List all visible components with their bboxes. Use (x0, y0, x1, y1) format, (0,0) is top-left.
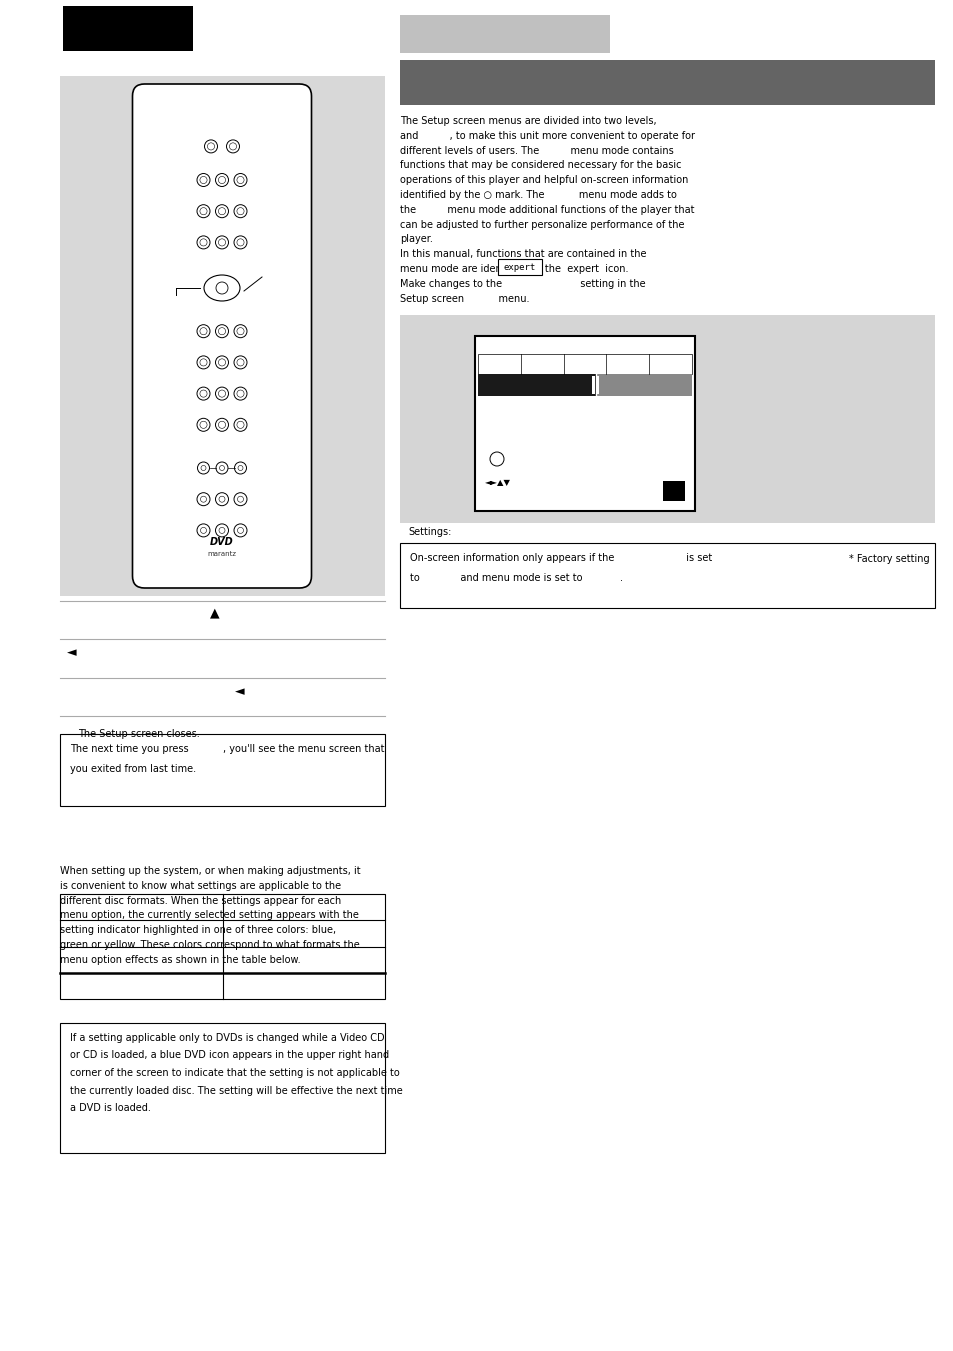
Text: setting indicator highlighted in one of three colors: blue,: setting indicator highlighted in one of … (60, 925, 335, 935)
Text: player.: player. (399, 235, 433, 245)
Text: ▲: ▲ (210, 607, 219, 620)
Bar (497, 259, 541, 276)
Text: functions that may be considered necessary for the basic: functions that may be considered necessa… (399, 161, 680, 170)
Ellipse shape (204, 276, 240, 301)
Text: On-screen information only appears if the                       is set: On-screen information only appears if th… (410, 553, 712, 563)
Text: menu option, the currently selected setting appears with the: menu option, the currently selected sett… (60, 911, 358, 920)
Text: and          , to make this unit more convenient to operate for: and , to make this unit more convenient … (399, 131, 695, 141)
Text: different levels of users. The          menu mode contains: different levels of users. The menu mode… (399, 146, 673, 155)
Text: Setup screen           menu.: Setup screen menu. (399, 293, 529, 304)
Text: When setting up the system, or when making adjustments, it: When setting up the system, or when maki… (60, 866, 360, 875)
Text: menu mode are identified by the  expert  icon.: menu mode are identified by the expert i… (399, 263, 628, 274)
Bar (399, 59, 934, 105)
FancyBboxPatch shape (132, 84, 312, 588)
Text: ◄►▲▼: ◄►▲▼ (484, 478, 511, 488)
Text: Make changes to the                         setting in the: Make changes to the setting in the (399, 278, 645, 289)
Text: corner of the screen to indicate that the setting is not applicable to: corner of the screen to indicate that th… (70, 1069, 399, 1078)
Text: Settings:: Settings: (408, 527, 451, 536)
Text: green or yellow. These colors correspond to what formats the: green or yellow. These colors correspond… (60, 940, 359, 950)
Bar (399, 543, 934, 608)
Bar (399, 15, 609, 53)
Bar (60, 734, 385, 807)
Text: expert: expert (503, 262, 536, 272)
Text: is convenient to know what settings are applicable to the: is convenient to know what settings are … (60, 881, 341, 890)
Bar (60, 894, 385, 998)
Text: a DVD is loaded.: a DVD is loaded. (70, 1102, 151, 1113)
Bar (60, 1023, 385, 1152)
Bar (60, 76, 385, 596)
Text: If a setting applicable only to DVDs is changed while a Video CD: If a setting applicable only to DVDs is … (70, 1034, 384, 1043)
Bar (63, 5, 193, 51)
Text: the currently loaded disc. The setting will be effective the next time: the currently loaded disc. The setting w… (70, 1085, 402, 1096)
Text: can be adjusted to further personalize performance of the: can be adjusted to further personalize p… (399, 220, 684, 230)
Bar (475, 336, 695, 511)
Bar (399, 315, 934, 523)
Text: The Setup screen closes.: The Setup screen closes. (78, 730, 199, 739)
Bar (662, 481, 684, 501)
Text: marantz: marantz (208, 551, 236, 557)
Text: operations of this player and helpful on-screen information: operations of this player and helpful on… (399, 176, 688, 185)
Text: menu option effects as shown in the table below.: menu option effects as shown in the tabl… (60, 955, 300, 965)
Text: ◄: ◄ (67, 647, 77, 659)
Text: identified by the ○ mark. The           menu mode adds to: identified by the ○ mark. The menu mode … (399, 190, 677, 200)
Bar (477, 374, 595, 396)
Text: In this manual, functions that are contained in the: In this manual, functions that are conta… (399, 249, 646, 259)
Bar (596, 376, 598, 394)
Text: or CD is loaded, a blue DVD icon appears in the upper right hand: or CD is loaded, a blue DVD icon appears… (70, 1051, 389, 1061)
Text: different disc formats. When the settings appear for each: different disc formats. When the setting… (60, 896, 341, 905)
Bar (595, 374, 691, 396)
Text: DVD: DVD (210, 536, 233, 547)
Bar (477, 354, 691, 374)
Text: you exited from last time.: you exited from last time. (70, 765, 196, 774)
Text: The Setup screen menus are divided into two levels,: The Setup screen menus are divided into … (399, 116, 656, 126)
Text: the          menu mode additional functions of the player that: the menu mode additional functions of th… (399, 205, 694, 215)
Text: The next time you press           , you'll see the menu screen that: The next time you press , you'll see the… (70, 744, 384, 754)
Text: ◄: ◄ (235, 685, 245, 698)
Text: to             and menu mode is set to            .: to and menu mode is set to . (410, 573, 622, 584)
Bar (592, 376, 595, 394)
Text: * Factory setting: * Factory setting (848, 554, 929, 563)
